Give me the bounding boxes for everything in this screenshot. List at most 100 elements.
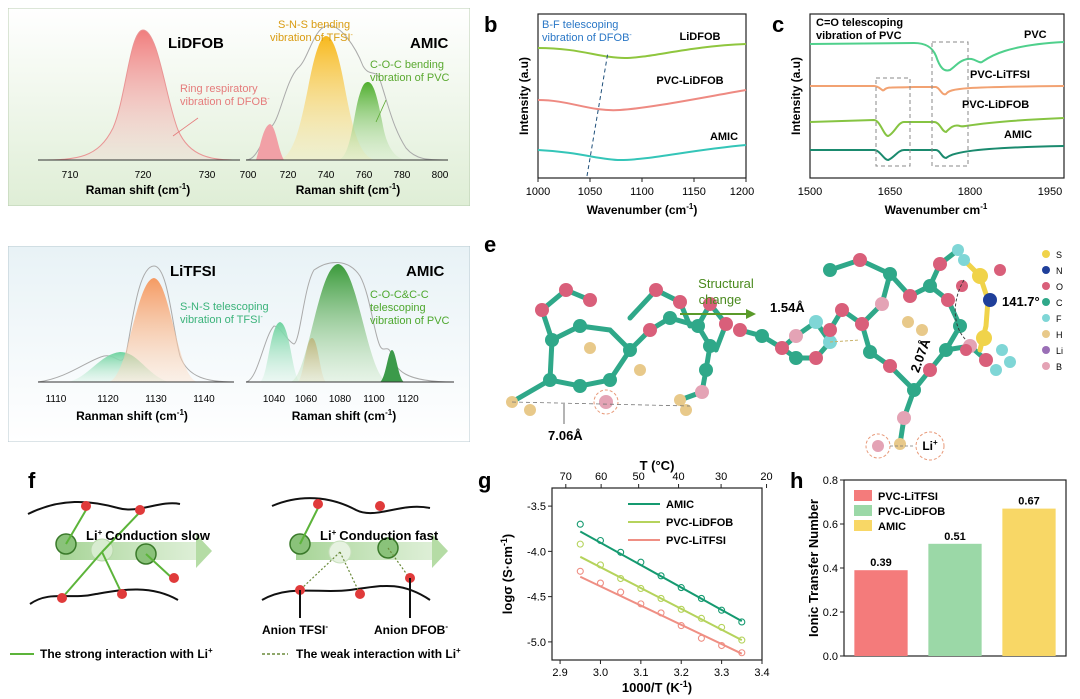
lidfob-raman-peak: [37, 29, 239, 161]
panel-label-h: h: [790, 468, 803, 493]
data-point-pvc-lidfob: [657, 594, 665, 602]
top-tick-label: 40: [672, 471, 684, 483]
data-point-pvc-lidfob: [637, 584, 645, 593]
series-label-pvc-litfsi: PVC-LiTFSI: [970, 69, 1030, 81]
panel-c-ftir: C=O telescoping vibration of PVC PVC PVC-…: [789, 13, 1065, 217]
amic-raman-envelope: [245, 25, 449, 161]
right-molecule-atoms: [823, 244, 993, 450]
pvc-lidfob-ftir-curve: [537, 89, 747, 112]
panel-d-litfsi-label: LiTFSI: [170, 263, 216, 280]
polymer-chain-bottom-left: [29, 588, 179, 605]
legend-weak-label: The weak interaction with Li+: [296, 646, 461, 661]
data-point-pvc-lidfob: [738, 636, 746, 644]
panel-c-tick-label: 1800: [958, 186, 982, 198]
panel-a-right-xlabel: Raman shift (cm-1): [296, 182, 400, 197]
legend-dot-c: [1042, 298, 1050, 306]
panel-a-left-tick: 710: [62, 170, 79, 181]
slow-arrow-head: [196, 534, 212, 568]
hbond-line: [829, 339, 861, 343]
pvc-lidfob-curve: [809, 117, 1065, 138]
top-tick-label: 60: [595, 471, 607, 483]
data-point-pvc-litfsi: [738, 649, 746, 657]
data-point-pvc-lidfob: [617, 574, 625, 583]
panel-d-right-tick: 1080: [329, 394, 352, 405]
angle-1417: 141.7°: [1002, 294, 1040, 309]
y-tick-label: 0.6: [823, 519, 838, 531]
data-point-pvc-lidfob: [718, 623, 726, 631]
lidfob-ftir-curve: [537, 43, 747, 60]
tfsi-yellow-peak: [278, 36, 376, 160]
panel-a-right-plot: 700 720 740 760 780 800 Raman shift (cm-…: [240, 19, 450, 197]
panel-label-c: c: [772, 12, 784, 37]
panel-d-raman: 1110 1120 1130 1140 Ranman shift (cm-1) …: [8, 246, 470, 442]
panel-label-e: e: [484, 232, 496, 257]
li-ion-atom: [872, 440, 884, 452]
fast-conduction-label: Li+ Conduction fast: [320, 528, 439, 543]
polymer-chain-top-left: [27, 501, 181, 515]
series-label-pvc-lidfob: PVC-LiDFOB: [656, 75, 723, 87]
panel-d-background: [8, 246, 470, 442]
x-tick-label: 3.4: [754, 667, 769, 679]
left-molecule-atoms: [506, 283, 733, 416]
legend-label-pvc-litfsi: PVC-LiTFSI: [878, 491, 938, 503]
data-point-pvc-lidfob: [596, 561, 605, 569]
legend-label-b: B: [1056, 362, 1062, 372]
panel-g-arrhenius-chart: T (°C) 1000/T (K-1) logσ (S·cm-1) 2.9 3.0…: [499, 458, 773, 695]
bar-value-label-pvc-lidfob: 0.51: [944, 531, 965, 543]
panel-a-background: [8, 8, 470, 206]
panel-a-lidfob-label: LiDFOB: [168, 35, 224, 52]
ring-respiratory-annotation: Ring respiratory vibration of DFOB-: [180, 83, 270, 108]
panel-h-transfer-number-chart: Ionic Transfer Number 0.0 0.2 0.4 0.6 0.8 0.3…: [806, 475, 1067, 663]
legend-dot-s: [1042, 250, 1050, 258]
panel-d-right-tick: 1060: [295, 394, 318, 405]
panel-d-right-plot: 1040 1060 1080 1100 1120 Raman shift (cm…: [245, 262, 455, 423]
y-tick-label: -5.0: [527, 637, 546, 649]
bar-value-label-amic: 0.67: [1018, 496, 1039, 508]
oxygen-site: [355, 589, 365, 599]
fit-line-pvc-lidfob: [579, 555, 743, 641]
top-tick-label: 70: [560, 471, 572, 483]
bf-telescoping-annotation: B-F telescoping vibration of DFOB-: [542, 19, 632, 44]
slow-conduction-label: Li+ Conduction slow: [86, 528, 211, 543]
fast-arrow-body: [296, 542, 432, 560]
bar-pvc-lidfob: [928, 543, 982, 656]
legend-label-pvc-lidfob: PVC-LiDFOB: [878, 506, 945, 518]
panel-label-b: b: [484, 12, 497, 37]
data-point-pvc-litfsi: [617, 588, 625, 596]
legend-swatch-amic: [854, 520, 872, 531]
panel-a-left-tick: 720: [135, 170, 152, 181]
panel-c-tick-label: 1650: [878, 186, 902, 198]
data-point-pvc-litfsi: [596, 579, 605, 587]
data-point-amic: [697, 594, 705, 602]
x-tick-label: 2.9: [552, 667, 567, 679]
panel-b-ticks: [537, 178, 747, 182]
panel-a-right-tick: 780: [394, 170, 411, 181]
fit-line-pvc-litfsi: [579, 575, 743, 655]
panel-d-left-tick: 1120: [97, 394, 119, 405]
legend-label-o: O: [1056, 282, 1063, 292]
oxygen-site: [81, 501, 91, 511]
li-label-circle: [915, 431, 945, 461]
pvc-litfsi-curve: [810, 85, 1065, 96]
coc-cc-telescoping-annotation: C-O-C&C-C telescoping vibration of PVC: [370, 289, 450, 327]
legend-label-n: N: [1056, 266, 1063, 276]
panel-f-conduction-schematic: Li+ Conduction slow Li+ Conduction fast An…: [10, 497, 461, 661]
y-tick-label: -4.0: [527, 546, 546, 558]
panel-b-tick-label: 1000: [526, 186, 550, 198]
legend-dot-n: [1042, 266, 1050, 274]
co-telescoping-annotation: C=O telescoping vibration of PVC: [816, 17, 903, 42]
panel-d-right-xlabel: Raman shift (cm-1): [292, 408, 396, 423]
strong-interaction: [65, 509, 87, 545]
strong-interaction: [101, 551, 123, 595]
bar-pvc-litfsi: [854, 570, 908, 656]
panel-b-xlabel: Wavenumber (cm-1): [587, 202, 698, 217]
panel-a-right-tick: 760: [356, 170, 373, 181]
arrhenius-xlabel: 1000/T (K-1): [622, 679, 692, 695]
dfob-fragment-atoms: [733, 315, 837, 365]
top-tick-label: 30: [715, 471, 727, 483]
series-label-pvc-lidfob: PVC-LiDFOB: [962, 99, 1029, 111]
oxygen-site: [169, 573, 179, 583]
panel-a-amic-label: AMIC: [410, 35, 448, 52]
data-point-pvc-litfsi: [677, 622, 685, 630]
